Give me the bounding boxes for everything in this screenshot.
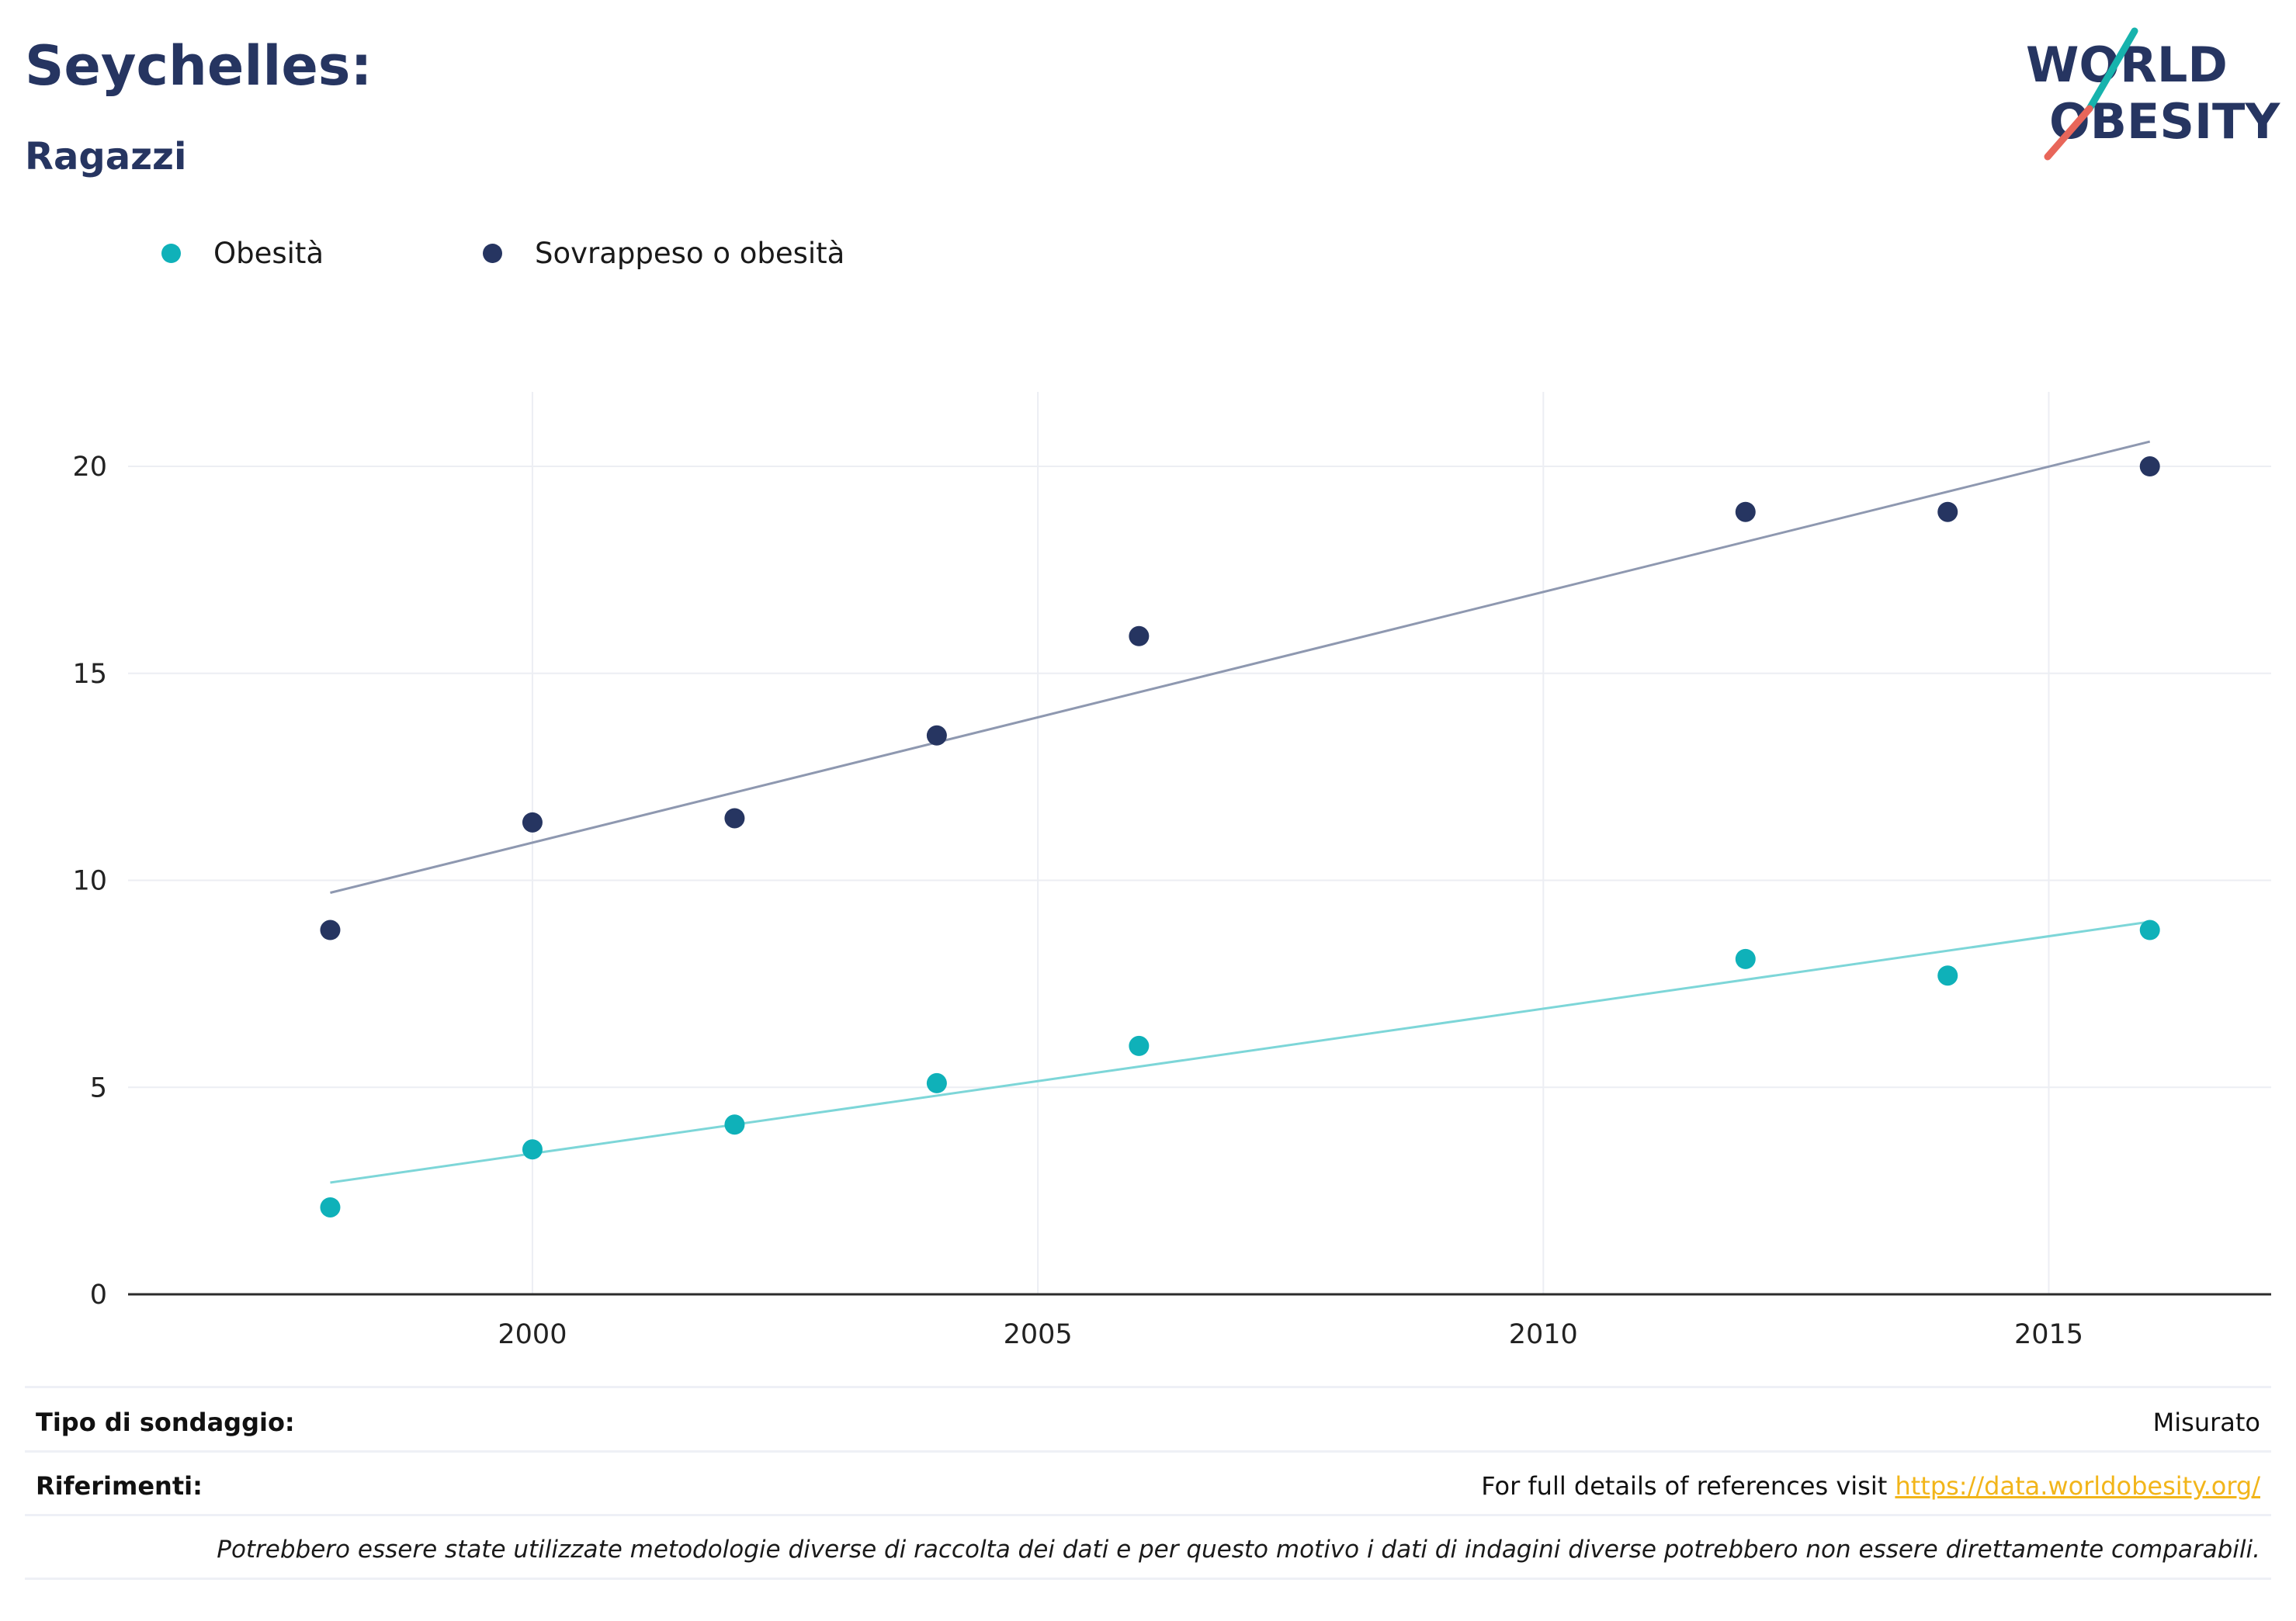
footer-divider	[25, 1514, 2271, 1516]
survey-type-label: Tipo di sondaggio:	[36, 1408, 295, 1437]
x-tick-label: 2010	[1509, 1319, 1578, 1350]
page-subtitle: Ragazzi	[25, 135, 187, 178]
data-point-obesita	[320, 1197, 341, 1217]
survey-type-row: Tipo di sondaggio: Misurato	[36, 1391, 2260, 1454]
data-point-obesita	[1735, 948, 1756, 969]
scatter-chart: 0 5 10 15 20 2000 2005 2010 2015	[72, 392, 2271, 1350]
page-title: Seychelles:	[25, 34, 373, 98]
data-point-sovrappeso	[2139, 456, 2160, 477]
data-point-sovrappeso	[1735, 501, 1756, 522]
data-point-sovrappeso	[1129, 625, 1150, 646]
footer-divider	[25, 1386, 2271, 1388]
logo-slash-teal	[2086, 27, 2138, 113]
logo-slash-red	[2044, 105, 2093, 161]
legend-dot-sovrappeso	[483, 243, 502, 263]
y-tick-label: 10	[72, 866, 107, 897]
data-point-obesita	[522, 1139, 543, 1160]
x-tick-label: 2015	[2014, 1319, 2083, 1350]
data-point-sovrappeso	[1937, 501, 1958, 522]
world-obesity-logo: WORLD OBESITY	[2026, 27, 2280, 161]
legend-label-sovrappeso: Sovrappeso o obesità	[535, 236, 845, 270]
trend-line-sovrappeso	[330, 440, 2151, 894]
x-tick-label: 2000	[498, 1319, 567, 1350]
references-row: Riferimenti: For full details of referen…	[36, 1454, 2260, 1518]
data-point-obesita	[1937, 965, 1958, 986]
references-value: For full details of references visit htt…	[1481, 1471, 2260, 1501]
data-point-sovrappeso	[724, 808, 745, 829]
legend-item-obesita[interactable]: Obesità	[161, 231, 324, 275]
y-tick-label: 5	[90, 1072, 107, 1103]
data-point-sovrappeso	[522, 812, 543, 833]
data-point-obesita	[724, 1114, 745, 1135]
footer-divider	[25, 1450, 2271, 1453]
methodology-note: Potrebbero essere state utilizzate metod…	[217, 1536, 2260, 1564]
legend-dot-obesita	[161, 243, 181, 263]
references-label: Riferimenti:	[36, 1471, 203, 1501]
logo-line2: OBESITY	[2049, 93, 2280, 150]
data-point-sovrappeso	[926, 725, 947, 746]
references-text: For full details of references visit	[1481, 1471, 1888, 1501]
trend-line-obesita	[330, 920, 2150, 1184]
data-point-obesita	[2139, 920, 2160, 940]
data-point-sovrappeso	[320, 920, 341, 940]
footer-divider	[25, 1578, 2271, 1580]
data-point-obesita	[1129, 1035, 1150, 1056]
survey-type-value: Misurato	[2152, 1408, 2260, 1437]
methodology-note-row: Potrebbero essere state utilizzate metod…	[36, 1518, 2260, 1581]
legend-item-sovrappeso[interactable]: Sovrappeso o obesità	[483, 231, 845, 275]
y-tick-label: 0	[90, 1280, 107, 1311]
legend-label-obesita: Obesità	[213, 236, 324, 270]
x-tick-label: 2005	[1004, 1319, 1073, 1350]
y-tick-label: 20	[72, 452, 107, 483]
references-link[interactable]: https://data.worldobesity.org/	[1895, 1471, 2260, 1501]
data-point-obesita	[926, 1072, 947, 1093]
y-tick-label: 15	[72, 659, 107, 690]
